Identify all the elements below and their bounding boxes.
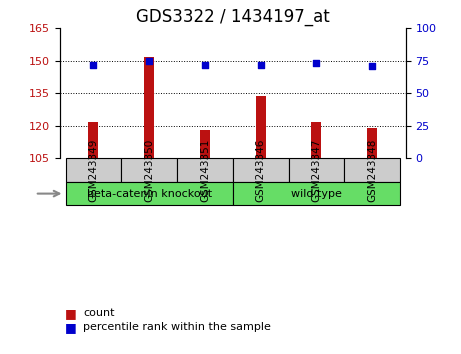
Bar bbox=[65, 159, 121, 182]
Text: GSM243346: GSM243346 bbox=[256, 138, 266, 202]
Bar bbox=[367, 128, 377, 159]
Text: percentile rank within the sample: percentile rank within the sample bbox=[83, 322, 271, 332]
Bar bbox=[121, 159, 177, 182]
Bar bbox=[89, 121, 98, 159]
Text: count: count bbox=[83, 308, 114, 318]
Bar bbox=[65, 182, 233, 205]
Title: GDS3322 / 1434197_at: GDS3322 / 1434197_at bbox=[136, 8, 330, 25]
Point bbox=[90, 62, 97, 68]
Text: beta-catenin knockout: beta-catenin knockout bbox=[87, 189, 212, 199]
Bar bbox=[233, 159, 289, 182]
Point bbox=[368, 63, 376, 69]
Bar bbox=[233, 182, 400, 205]
Point bbox=[313, 61, 320, 66]
Point bbox=[201, 62, 209, 68]
Bar bbox=[144, 57, 154, 159]
Text: GSM243349: GSM243349 bbox=[89, 138, 98, 202]
Bar bbox=[312, 121, 321, 159]
Text: GSM243348: GSM243348 bbox=[367, 138, 377, 202]
Bar bbox=[177, 159, 233, 182]
Point bbox=[257, 62, 264, 68]
Text: GSM243351: GSM243351 bbox=[200, 138, 210, 202]
Bar bbox=[344, 159, 400, 182]
Text: ■: ■ bbox=[65, 307, 76, 320]
Bar bbox=[200, 130, 210, 159]
Text: wild type: wild type bbox=[291, 189, 342, 199]
Text: GSM243350: GSM243350 bbox=[144, 138, 154, 202]
Point bbox=[146, 58, 153, 64]
Bar bbox=[289, 159, 344, 182]
Text: ■: ■ bbox=[65, 321, 76, 334]
Text: GSM243347: GSM243347 bbox=[312, 138, 321, 202]
Bar bbox=[256, 96, 266, 159]
